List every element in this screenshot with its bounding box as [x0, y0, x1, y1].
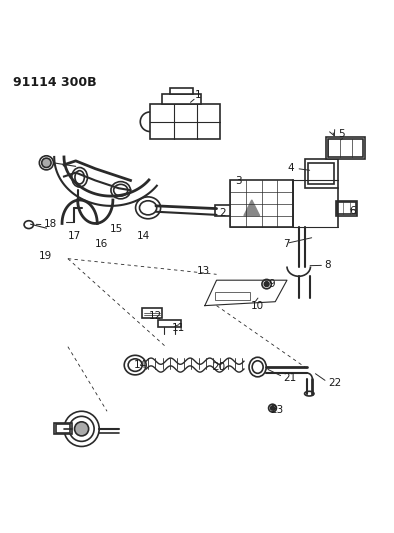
Text: 19: 19: [39, 251, 52, 261]
FancyBboxPatch shape: [215, 205, 238, 216]
FancyBboxPatch shape: [158, 320, 181, 327]
Text: 14: 14: [134, 360, 147, 370]
Ellipse shape: [69, 416, 94, 441]
Text: 7: 7: [283, 239, 290, 249]
Text: 15: 15: [110, 224, 123, 235]
Text: 3: 3: [235, 176, 242, 186]
Text: 21: 21: [283, 373, 296, 383]
Text: 16: 16: [95, 239, 108, 249]
Text: 91114 300B: 91114 300B: [13, 76, 97, 89]
FancyBboxPatch shape: [56, 424, 70, 433]
Ellipse shape: [139, 201, 157, 215]
Text: 1: 1: [195, 90, 202, 100]
FancyBboxPatch shape: [215, 292, 250, 300]
FancyBboxPatch shape: [326, 138, 365, 159]
Text: 22: 22: [328, 378, 341, 388]
FancyBboxPatch shape: [309, 163, 334, 184]
Text: 23: 23: [271, 405, 284, 415]
Text: 10: 10: [251, 301, 264, 311]
Ellipse shape: [72, 167, 87, 187]
FancyBboxPatch shape: [336, 201, 357, 216]
Ellipse shape: [269, 404, 277, 412]
FancyBboxPatch shape: [305, 159, 338, 188]
Text: 5: 5: [338, 130, 345, 139]
FancyBboxPatch shape: [54, 423, 72, 434]
Text: 2: 2: [220, 207, 226, 217]
Ellipse shape: [249, 357, 266, 377]
Text: 12: 12: [149, 311, 162, 321]
Ellipse shape: [64, 411, 99, 447]
Ellipse shape: [305, 391, 314, 396]
Ellipse shape: [114, 184, 128, 196]
Text: 17: 17: [68, 231, 81, 241]
Ellipse shape: [39, 156, 54, 170]
Text: 13: 13: [197, 266, 210, 276]
FancyBboxPatch shape: [337, 202, 356, 214]
Text: 9: 9: [269, 279, 275, 289]
Ellipse shape: [264, 282, 269, 286]
Text: 20: 20: [212, 362, 225, 373]
Text: 8: 8: [324, 260, 331, 270]
FancyBboxPatch shape: [162, 94, 201, 104]
Ellipse shape: [24, 221, 33, 229]
Text: 14: 14: [136, 231, 150, 241]
Ellipse shape: [271, 406, 275, 410]
Text: 6: 6: [349, 206, 355, 215]
Text: 4: 4: [287, 163, 310, 173]
Ellipse shape: [124, 356, 146, 375]
Text: 18: 18: [44, 219, 57, 229]
FancyBboxPatch shape: [328, 139, 363, 157]
Polygon shape: [244, 200, 260, 216]
Ellipse shape: [128, 359, 142, 372]
Ellipse shape: [42, 158, 51, 167]
Ellipse shape: [136, 197, 161, 219]
Ellipse shape: [74, 422, 89, 436]
Ellipse shape: [252, 361, 263, 373]
FancyBboxPatch shape: [230, 181, 293, 228]
Text: 11: 11: [171, 324, 185, 333]
Ellipse shape: [75, 171, 84, 184]
Ellipse shape: [262, 279, 271, 289]
FancyBboxPatch shape: [169, 88, 193, 94]
FancyBboxPatch shape: [150, 104, 221, 139]
FancyBboxPatch shape: [142, 309, 162, 318]
Ellipse shape: [111, 182, 130, 199]
